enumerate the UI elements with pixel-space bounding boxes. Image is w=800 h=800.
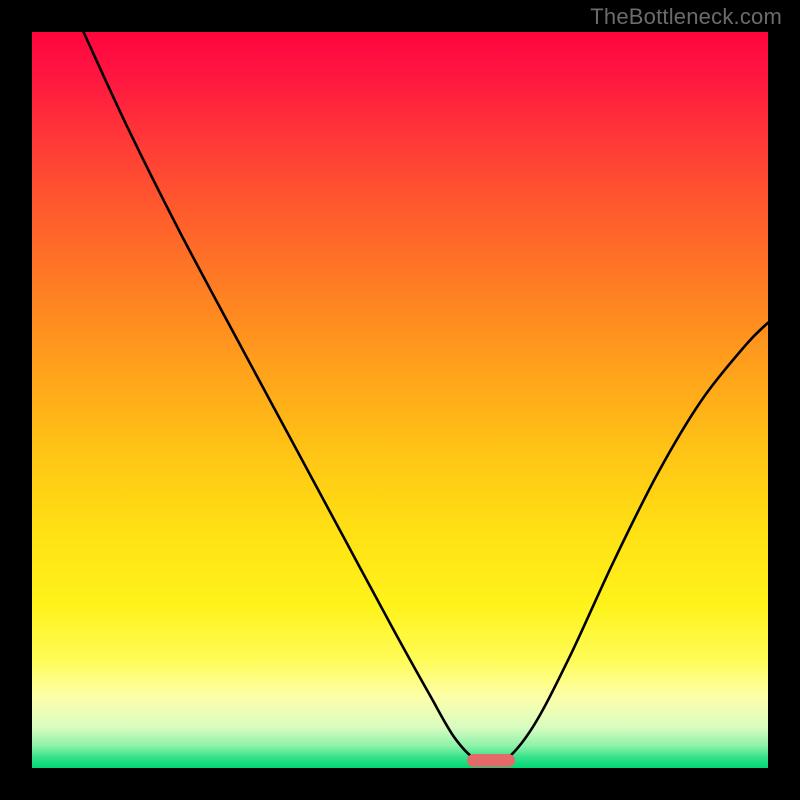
chart-frame: TheBottleneck.com xyxy=(0,0,800,800)
plot-area xyxy=(32,32,768,768)
curve-svg xyxy=(32,32,768,768)
watermark-text: TheBottleneck.com xyxy=(590,4,782,30)
minimum-marker xyxy=(467,754,515,767)
bottleneck-curve xyxy=(84,32,768,765)
